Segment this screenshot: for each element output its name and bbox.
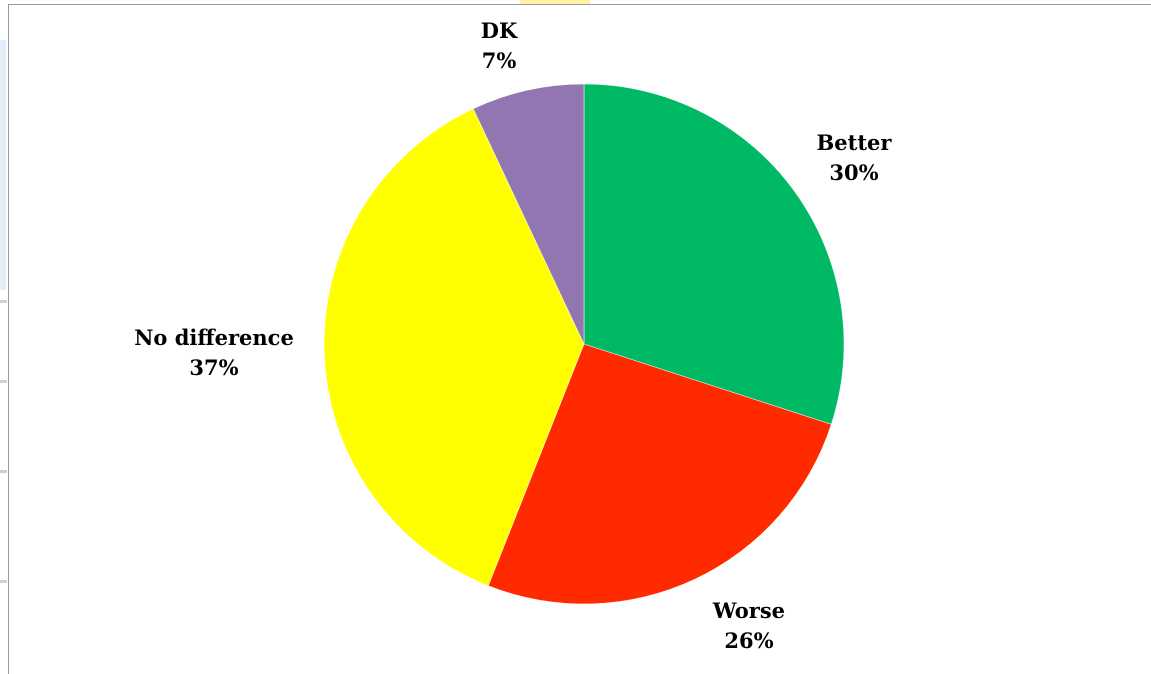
background-tick (0, 380, 7, 383)
chart-frame (8, 4, 1151, 674)
background-panel (0, 40, 6, 290)
slice-label: No difference (134, 325, 294, 350)
slice-value-label: 26% (724, 628, 773, 653)
background-tick (0, 470, 7, 473)
pie-slice-worse (487, 343, 832, 605)
pie-slice-no-difference (323, 108, 585, 587)
slice-label: Better (817, 130, 893, 155)
slice-label: DK (481, 18, 518, 43)
pie-labels: Better 30% Worse 26% No difference 37% DK 7% (134, 18, 892, 653)
background-tick (0, 300, 7, 303)
slice-value-label: 37% (189, 355, 238, 380)
pie-slice-dk (472, 83, 585, 345)
slice-value-label: 7% (482, 48, 517, 73)
background-strip (520, 0, 590, 4)
slice-value-label: 30% (829, 160, 878, 185)
pie-slices (323, 83, 845, 605)
pie-slice-better (583, 83, 845, 425)
slice-label: Worse (712, 598, 785, 623)
background-tick (0, 580, 7, 583)
